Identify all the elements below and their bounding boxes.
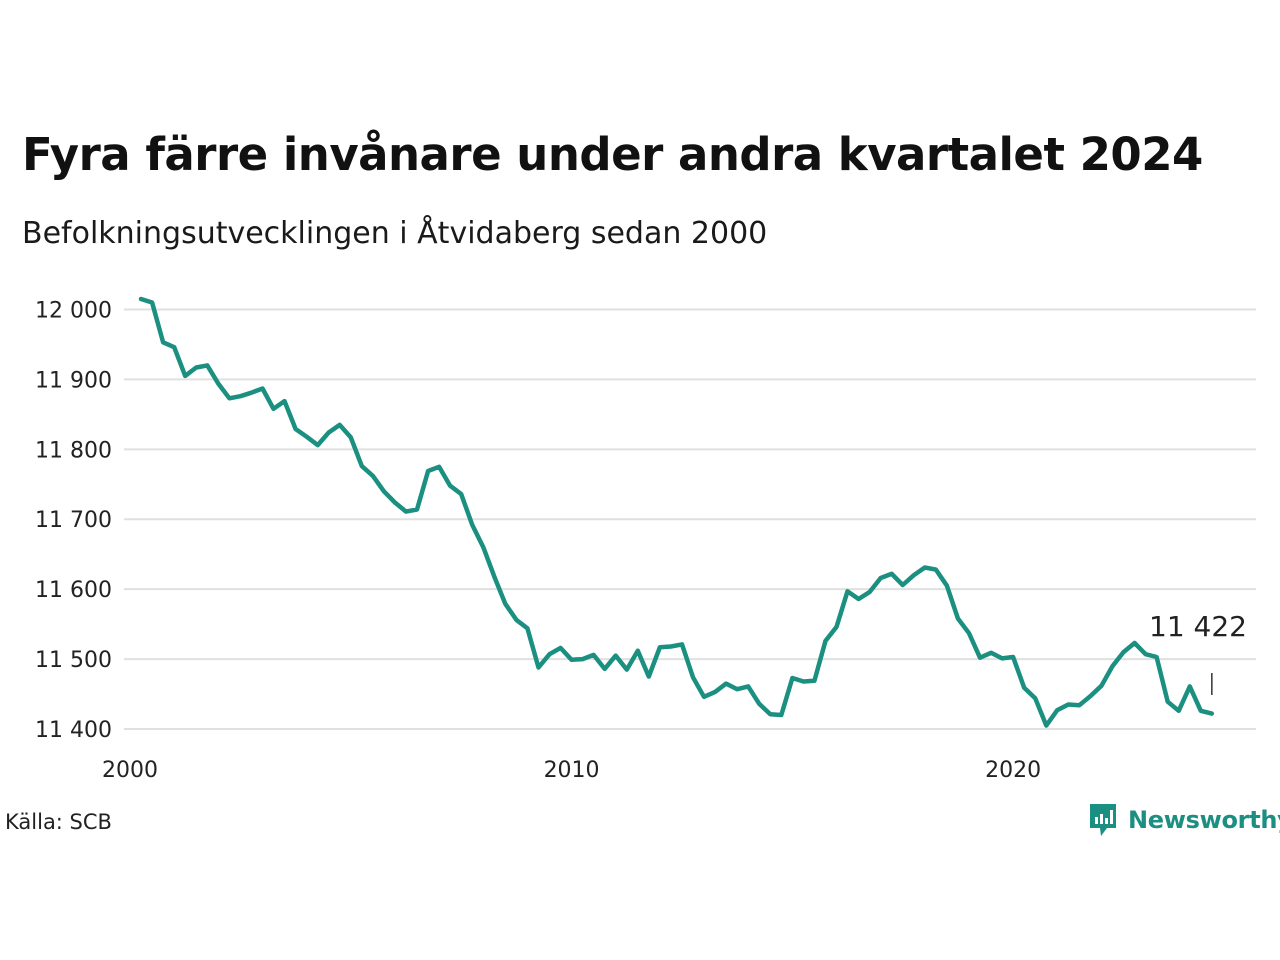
x-tick-label: 2000 xyxy=(102,758,158,783)
y-tick-label: 11 600 xyxy=(35,578,112,603)
y-tick-label: 11 800 xyxy=(35,438,112,463)
y-tick-label: 11 400 xyxy=(35,718,112,743)
series-layer xyxy=(138,296,1215,728)
y-tick-label: 11 700 xyxy=(35,508,112,533)
y-tick-label: 12 000 xyxy=(35,298,112,323)
chart-title: Fyra färre invånare under andra kvartale… xyxy=(22,128,1203,181)
newsworthy-logo-icon xyxy=(1090,804,1116,836)
source-note: Källa: SCB xyxy=(5,810,112,834)
annotation-label: 11 422 xyxy=(1149,610,1247,643)
y-tick-label: 11 500 xyxy=(35,648,112,673)
gridlines xyxy=(124,308,1256,731)
y-axis-ticks: 11 400 11 500 11 600 11 700 11 800 11 900 12 0… xyxy=(35,298,112,743)
x-axis-ticks: 2000 2010 2020 xyxy=(102,758,1041,783)
brand-logo[interactable]: Newsworthy xyxy=(1088,802,1280,838)
brand-name: Newsworthy xyxy=(1128,806,1280,834)
x-tick-label: 2020 xyxy=(985,758,1041,783)
y-tick-label: 11 900 xyxy=(35,368,112,393)
annotation-layer: 11 422 xyxy=(1149,610,1247,695)
series-line xyxy=(138,296,1215,728)
chart-subtitle: Befolkningsutvecklingen i Åtvidaberg sed… xyxy=(22,216,768,251)
x-tick-label: 2010 xyxy=(544,758,600,783)
